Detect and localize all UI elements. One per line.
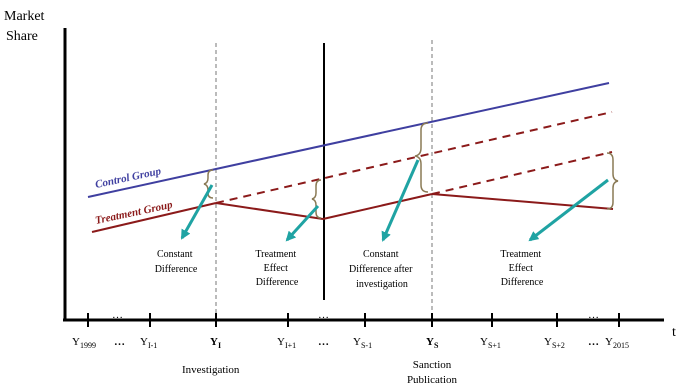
y-axis-label-2: Share — [6, 29, 38, 44]
brace-4 — [606, 152, 619, 210]
sanction-label: Sanction — [413, 359, 452, 371]
tick-label-yi+1: YI+1 — [277, 336, 296, 350]
tick-label-yi: YI — [210, 336, 221, 350]
tick-label-ys+1: YS+1 — [480, 336, 501, 350]
treatment-line-post — [431, 193, 614, 210]
annotation-treatment-effect-2: Treatment Effect Difference — [500, 249, 543, 288]
arrow-4 — [528, 178, 609, 242]
axis-ellipsis: … — [318, 336, 329, 348]
treatment-line-mid — [322, 193, 433, 220]
axis-ellipsis: … — [588, 336, 599, 348]
brace-1 — [203, 169, 214, 199]
tick-label-y2015: Y2015 — [605, 336, 629, 350]
publication-label: Publication — [407, 374, 458, 386]
annotation-constant-difference: Constant Difference — [155, 249, 198, 275]
tick-label-ys: YS — [426, 336, 439, 350]
tick-label-yi-1: YI-1 — [140, 336, 157, 350]
tick-label-y1999: Y1999 — [72, 336, 96, 350]
investigation-label: Investigation — [182, 364, 240, 376]
axis-ellipsis: … — [112, 309, 123, 321]
arrow-1 — [180, 184, 214, 240]
y-axis-label: Market — [4, 9, 45, 24]
x-axis-label: t — [672, 325, 676, 340]
treatment-line-drop1 — [215, 202, 324, 220]
tick-label-ys+2: YS+2 — [544, 336, 565, 350]
annotation-treatment-effect-1: Treatment Effect Difference — [255, 249, 298, 288]
annotation-constant-difference-after: Constant Difference after investigation — [349, 249, 415, 290]
control-line — [87, 82, 610, 198]
tick-label-ys-1: YS-1 — [353, 336, 372, 350]
brace-3 — [414, 122, 429, 193]
brace-2 — [311, 179, 322, 219]
treatment-line-pre — [91, 202, 217, 233]
axis-ellipsis: … — [588, 309, 599, 321]
control-group-label: Control Group — [94, 165, 162, 191]
arrow-2 — [285, 204, 320, 242]
counterfactual-line-1 — [215, 111, 613, 204]
axis-ellipsis: … — [318, 309, 329, 321]
arrow-3 — [381, 159, 420, 242]
axis-ellipsis: … — [114, 336, 125, 348]
x-ticks — [87, 313, 620, 327]
counterfactual-line-2 — [431, 151, 613, 195]
